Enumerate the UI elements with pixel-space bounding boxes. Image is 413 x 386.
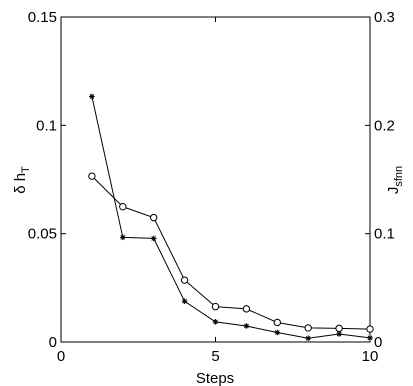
right-axis-label-base: J	[385, 187, 402, 195]
data-point-circle	[119, 202, 127, 211]
data-point-star	[367, 335, 373, 341]
data-point-circle	[304, 324, 312, 332]
x-axis-label: Steps	[196, 370, 234, 386]
data-point-circle	[88, 172, 96, 180]
data-point-circle	[211, 302, 220, 311]
data-point-star	[89, 93, 95, 100]
y-left-tick-label: 0.1	[36, 117, 57, 134]
x-tick-label: 5	[211, 348, 219, 365]
data-point-star	[120, 234, 126, 241]
data-point-circle	[242, 305, 251, 313]
ticks	[60, 16, 371, 343]
x-tick-label: 10	[362, 348, 379, 365]
data-point-star	[243, 323, 250, 329]
plot-frame	[60, 16, 371, 343]
y-right-tick-label: 0.3	[374, 9, 395, 26]
series-line-star	[91, 96, 371, 339]
left-axis-label: δ hT	[12, 166, 32, 194]
y-left-tick-label: 0.05	[28, 226, 57, 243]
x-tick-label: 0	[57, 348, 65, 365]
y-left-tick-label: 0.15	[28, 9, 57, 26]
data-point-circle	[180, 276, 189, 284]
right-axis-label-sub: sfnn	[393, 166, 405, 187]
data-point-star	[274, 329, 281, 336]
data-point-circle	[150, 213, 158, 222]
y-right-tick-label: 0.2	[374, 117, 395, 134]
series-layer	[88, 93, 374, 342]
left-axis-label-base: δ h	[12, 173, 29, 194]
data-point-circle	[273, 318, 281, 327]
data-point-star	[150, 235, 157, 242]
y-right-tick-label: 0.1	[374, 226, 395, 243]
data-point-circle	[335, 324, 343, 333]
left-axis-label-sub: T	[20, 166, 32, 173]
y-right-tick-label: 0	[374, 334, 382, 351]
data-point-star	[181, 298, 188, 305]
series-line-circle	[91, 175, 371, 330]
data-point-star	[212, 319, 219, 325]
y-left-tick-label: 0	[49, 334, 57, 351]
data-point-star	[305, 335, 311, 342]
data-point-circle	[366, 325, 374, 333]
right-axis-label: Jsfnn	[385, 166, 405, 194]
data-point-star	[336, 331, 342, 337]
